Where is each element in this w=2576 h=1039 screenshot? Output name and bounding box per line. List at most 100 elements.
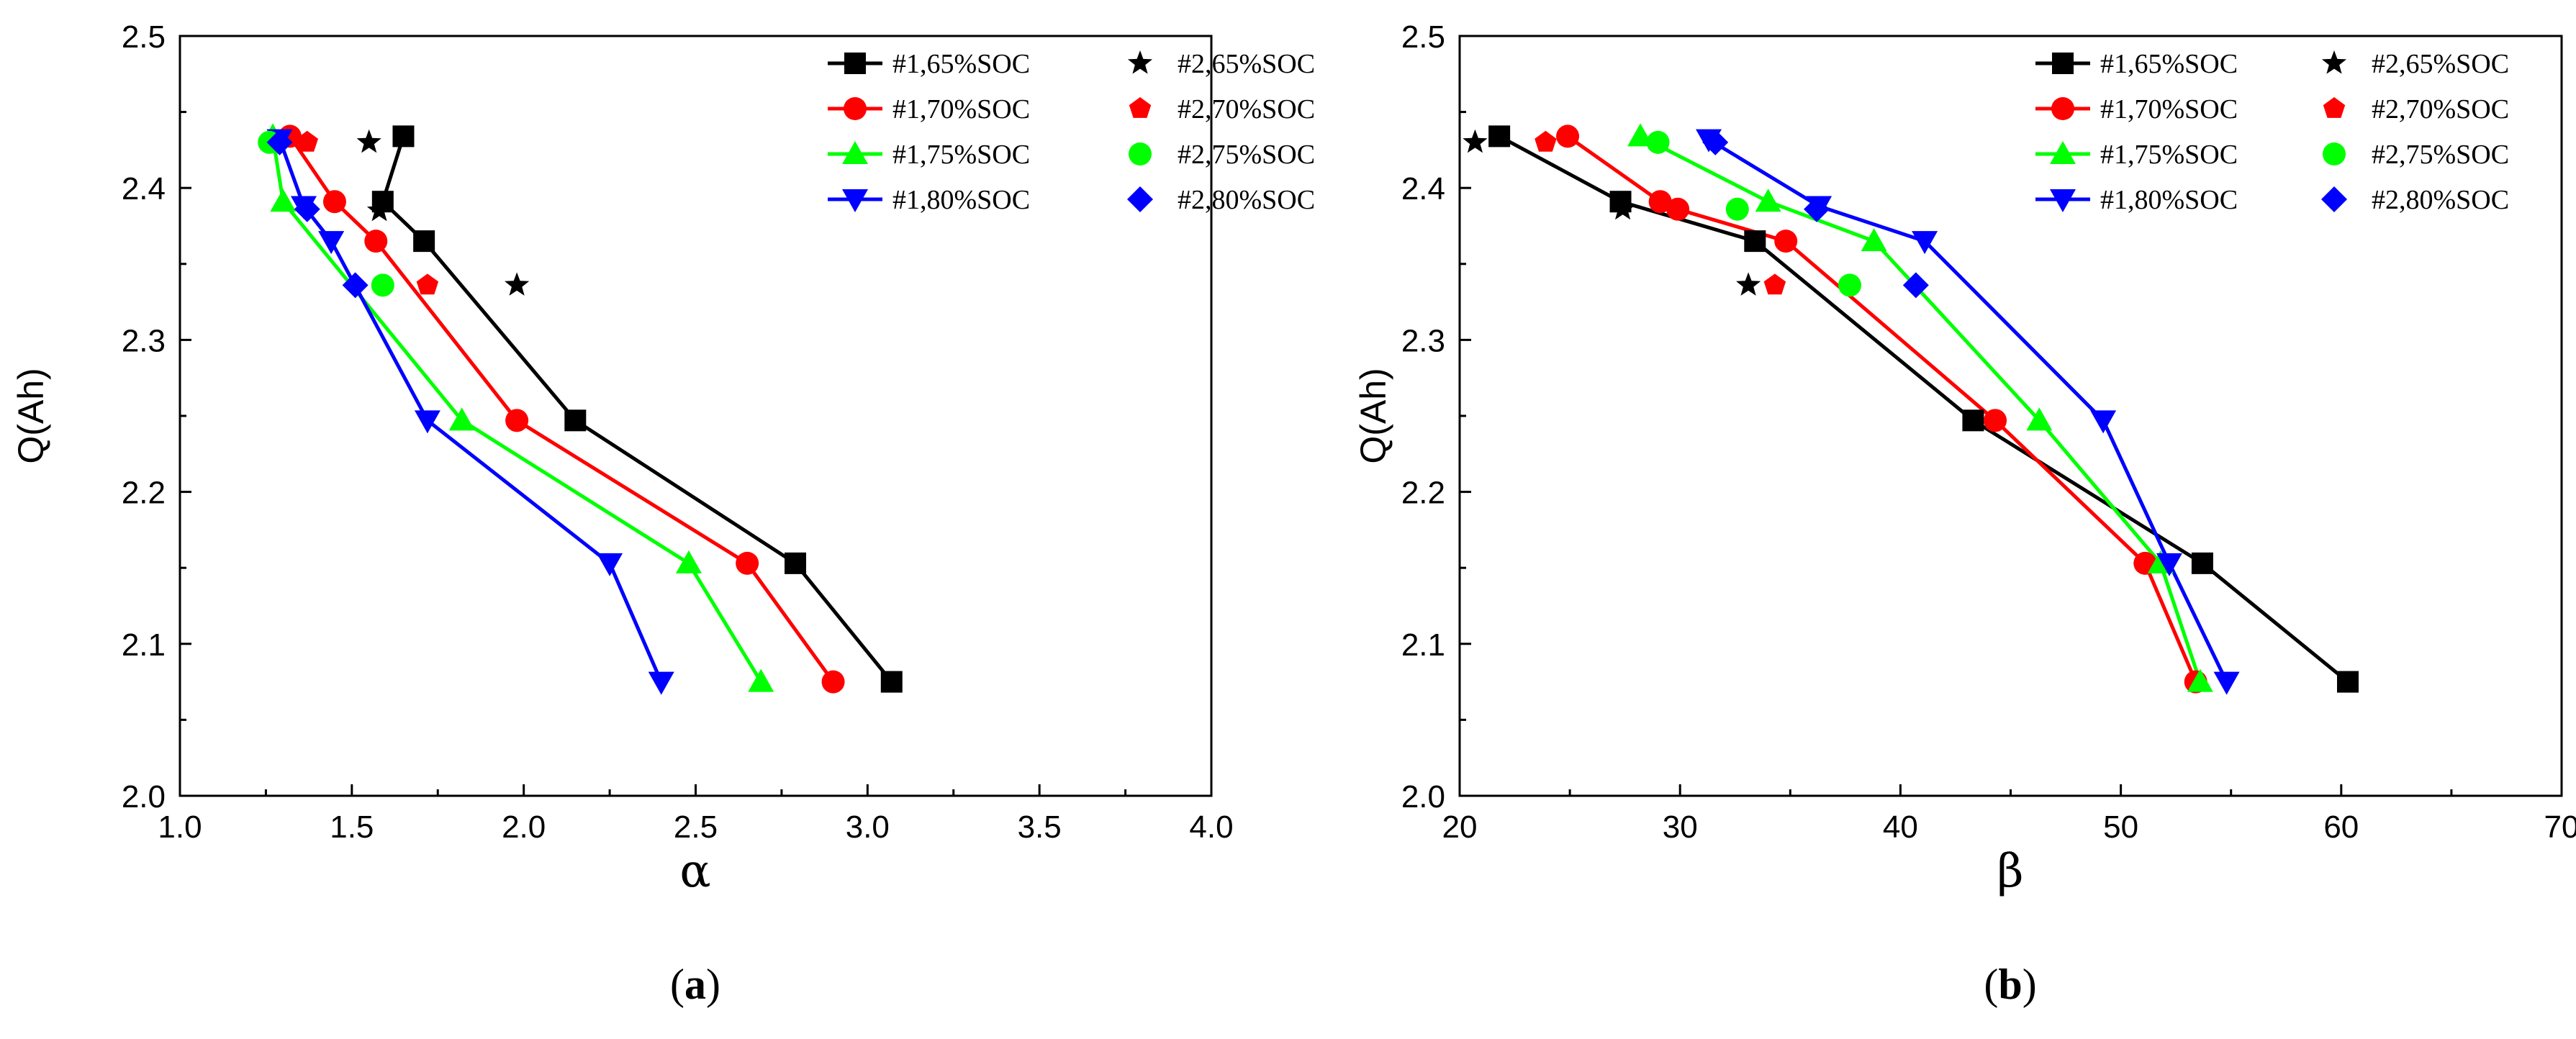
y-tick-label: 2.5 [122, 19, 166, 55]
data-point-1-70-soc [1648, 190, 1672, 214]
legend-marker-1-65-soc [2052, 53, 2074, 74]
series-line-1-75-soc [1639, 135, 2202, 683]
data-point-1-70-soc [1556, 124, 1580, 148]
data-point-2-70-soc [296, 130, 318, 152]
legend-marker-1-75-soc [2050, 141, 2076, 164]
data-point-1-70-soc [1774, 230, 1798, 253]
legend-label-1-75-soc: #1,75%SOC [2100, 140, 2238, 170]
axis-ticks: 20 30 40 50 60 70 2.0 2.1 2.2 2.3 2.4 2.5 [1401, 19, 2576, 845]
data-point-1-65-soc [1744, 230, 1766, 253]
data-point-1-70-soc [364, 230, 388, 253]
legend-label-2-75-soc: #2,75%SOC [2372, 140, 2509, 170]
legend-label-1-80-soc: #1,80%SOC [892, 185, 1030, 215]
y-tick-label: 2.3 [1401, 323, 1445, 358]
legend-label-2-65-soc: #2,65%SOC [2372, 49, 2509, 79]
panel-b: 20 30 40 50 60 70 2.0 2.1 2.2 2.3 2.4 2.5 #1,65%SOC… [1353, 19, 2576, 1008]
legend-label-1-80-soc: #1,80%SOC [2100, 185, 2238, 215]
data-point-2-80-soc [1804, 196, 1830, 222]
legend-label-2-65-soc: #2,65%SOC [1178, 49, 1315, 79]
x-tick-label: 2.0 [502, 809, 546, 845]
data-point-1-65-soc [1488, 125, 1511, 148]
y-tick-label: 2.3 [122, 323, 166, 358]
data-point-2-80-soc [342, 272, 369, 299]
legend-label-2-70-soc: #2,70%SOC [1178, 94, 1315, 124]
legend-marker-2-65-soc [2321, 50, 2347, 74]
data-point-1-75-soc [1861, 228, 1887, 252]
legend: #1,65%SOC #1,70%SOC #1,75%SOC #1,80%SOC #2,6… [2035, 49, 2509, 215]
data-point-1-80-soc [648, 671, 674, 695]
data-point-1-65-soc [880, 671, 903, 693]
data-point-2-65-soc [1463, 129, 1488, 153]
data-point-1-65-soc [392, 125, 415, 148]
legend-marker-2-65-soc [1127, 50, 1153, 74]
data-point-2-70-soc [416, 273, 439, 295]
series-lines [1498, 135, 2349, 684]
data-point-2-80-soc [294, 196, 320, 222]
legend-marker-2-70-soc [2323, 97, 2346, 118]
data-point-2-70-soc [1763, 273, 1786, 295]
legend-label-1-65-soc: #1,65%SOC [892, 49, 1030, 79]
legend-marker-1-75-soc [842, 141, 868, 164]
series-line-1-70-soc [288, 135, 835, 684]
data-point-2-65-soc [505, 272, 530, 296]
series-line-1-70-soc [1566, 135, 2197, 683]
panel-a: 1.0 1.5 2.0 2.5 3.0 3.5 4.02.02.12.22.32.42.5 … [11, 19, 1315, 1008]
series-lines [271, 135, 893, 684]
x-tick-label: 30 [1663, 809, 1698, 845]
y-tick-label: 2.4 [1401, 171, 1445, 207]
legend-marker-2-80-soc [2321, 186, 2347, 212]
y-axis-label: Q(Ah) [1353, 368, 1393, 463]
data-point-1-75-soc [1755, 189, 1781, 212]
legend-marker-1-80-soc [842, 189, 868, 212]
data-point-1-80-soc [318, 231, 345, 255]
data-point-2-65-soc [1736, 272, 1761, 296]
legend-label-1-70-soc: #1,70%SOC [2100, 94, 2238, 124]
y-tick-label: 2.2 [122, 476, 166, 511]
legend-label-1-70-soc: #1,70%SOC [892, 94, 1030, 124]
x-axis-label: β [1997, 845, 2024, 898]
data-point-1-65-soc [2336, 671, 2359, 693]
y-tick-label: 2.1 [122, 627, 166, 663]
data-point-1-75-soc [2026, 407, 2053, 431]
data-point-1-70-soc [505, 409, 529, 432]
legend-marker-2-70-soc [1129, 97, 1152, 118]
data-point-2-75-soc [1646, 130, 1670, 154]
legend-marker-2-80-soc [1127, 186, 1153, 212]
data-point-1-65-soc [564, 409, 587, 432]
data-point-1-65-soc [2191, 552, 2213, 574]
legend-marker-1-70-soc [2051, 97, 2074, 120]
data-point-2-70-soc [1535, 130, 1557, 152]
data-point-1-80-soc [597, 553, 623, 576]
data-point-1-75-soc [2187, 668, 2213, 692]
data-point-2-80-soc [266, 129, 293, 155]
legend-label-1-75-soc: #1,75%SOC [892, 140, 1030, 170]
x-tick-label: 3.0 [846, 809, 890, 845]
data-point-2-65-soc [366, 197, 392, 222]
data-point-2-75-soc [1838, 273, 1861, 297]
plot-frame [178, 35, 1213, 797]
y-tick-label: 2.4 [122, 171, 166, 207]
data-point-1-80-soc [1912, 231, 1938, 255]
data-point-2-75-soc [1725, 197, 1749, 221]
x-tick-label: 70 [2544, 809, 2576, 845]
data-point-1-75-soc [270, 189, 297, 212]
x-tick-label: 40 [1883, 809, 1918, 845]
axis-ticks: 1.0 1.5 2.0 2.5 3.0 3.5 4.0 2.0 2.1 2.2 2.3 2.4 2.5 [122, 19, 1234, 845]
data-point-1-65-soc [1962, 409, 1984, 432]
data-point-1-80-soc [2090, 410, 2117, 434]
x-tick-label: 4.0 [1189, 809, 1233, 845]
legend-marker-2-75-soc [1129, 142, 1152, 165]
data-point-1-70-soc [736, 551, 759, 575]
y-tick-label: 2.5 [1401, 19, 1445, 55]
x-tick-label: 2.5 [674, 809, 718, 845]
y-tick-label: 2.0 [122, 779, 166, 815]
panel-caption: (a) [670, 961, 720, 1008]
data-point-1-65-soc [413, 230, 435, 253]
x-tick-label: 1.5 [330, 809, 374, 845]
data-point-1-65-soc [785, 552, 807, 574]
data-point-1-75-soc [448, 407, 475, 431]
y-tick-label: 2.1 [1401, 627, 1445, 663]
x-tick-label: 1.0 [158, 809, 202, 845]
data-point-2-80-soc [1902, 272, 1929, 299]
